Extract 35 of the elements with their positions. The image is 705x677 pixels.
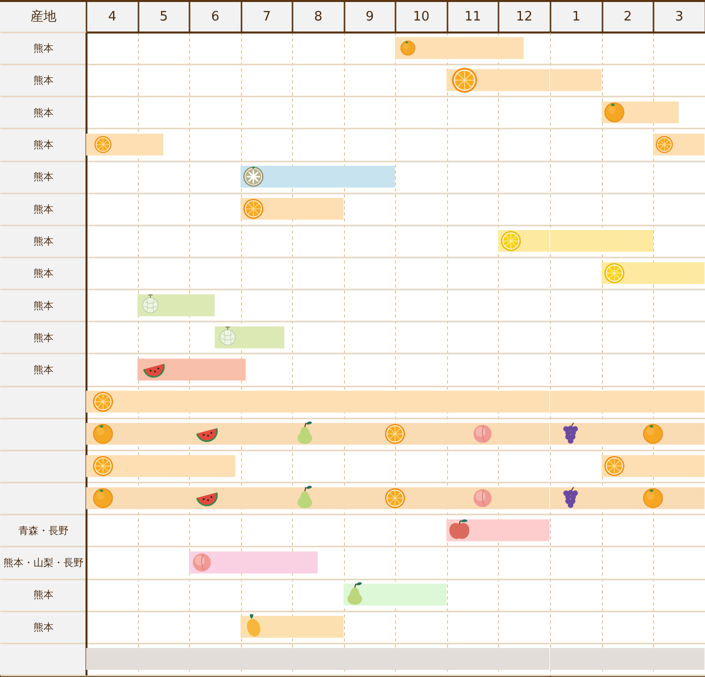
y-tick-label: 熊本 bbox=[34, 106, 54, 119]
x-tick-label: 12 bbox=[516, 10, 533, 24]
y-tick-label: 熊本 bbox=[34, 203, 54, 216]
bar bbox=[240, 616, 344, 638]
x-tick-label: 1 bbox=[572, 10, 580, 24]
y-tick-label: 熊本・山梨・長野 bbox=[4, 556, 84, 569]
y-tick-label: 熊本 bbox=[34, 364, 54, 376]
bar bbox=[189, 552, 318, 574]
x-tick-label: 4 bbox=[108, 10, 116, 24]
y-tick-label: 青森・長野 bbox=[18, 524, 68, 537]
x-tick-label: 5 bbox=[160, 10, 168, 24]
y-axis-title: 産地 bbox=[30, 8, 56, 24]
x-tick-label: 11 bbox=[464, 10, 482, 24]
bar bbox=[344, 584, 446, 606]
bar bbox=[395, 37, 524, 60]
bar bbox=[86, 455, 236, 477]
y-tick-label: 熊本 bbox=[34, 171, 54, 184]
x-tick-label: 10 bbox=[412, 10, 430, 24]
y-tick-label: 熊本 bbox=[34, 235, 54, 248]
y-tick-label: 熊本 bbox=[34, 589, 54, 602]
y-tick-label: 熊本 bbox=[34, 139, 54, 152]
y-tick-label: 熊本 bbox=[34, 42, 54, 55]
x-tick-label: 8 bbox=[314, 10, 322, 24]
y-tick-label: 熊本 bbox=[34, 268, 54, 280]
x-tick-label: 3 bbox=[675, 10, 684, 24]
bar bbox=[138, 358, 246, 381]
x-tick-label: 2 bbox=[624, 10, 632, 24]
y-tick-label: 熊本 bbox=[34, 621, 54, 634]
bar bbox=[240, 166, 395, 188]
x-tick-label: 7 bbox=[262, 10, 271, 24]
y-tick-label: 熊本 bbox=[34, 332, 54, 344]
x-tick-label: 6 bbox=[211, 10, 220, 24]
x-tick-label: 9 bbox=[366, 10, 374, 24]
y-tick-label: 熊本 bbox=[34, 300, 54, 312]
y-tick-label: 熊本 bbox=[34, 74, 54, 87]
